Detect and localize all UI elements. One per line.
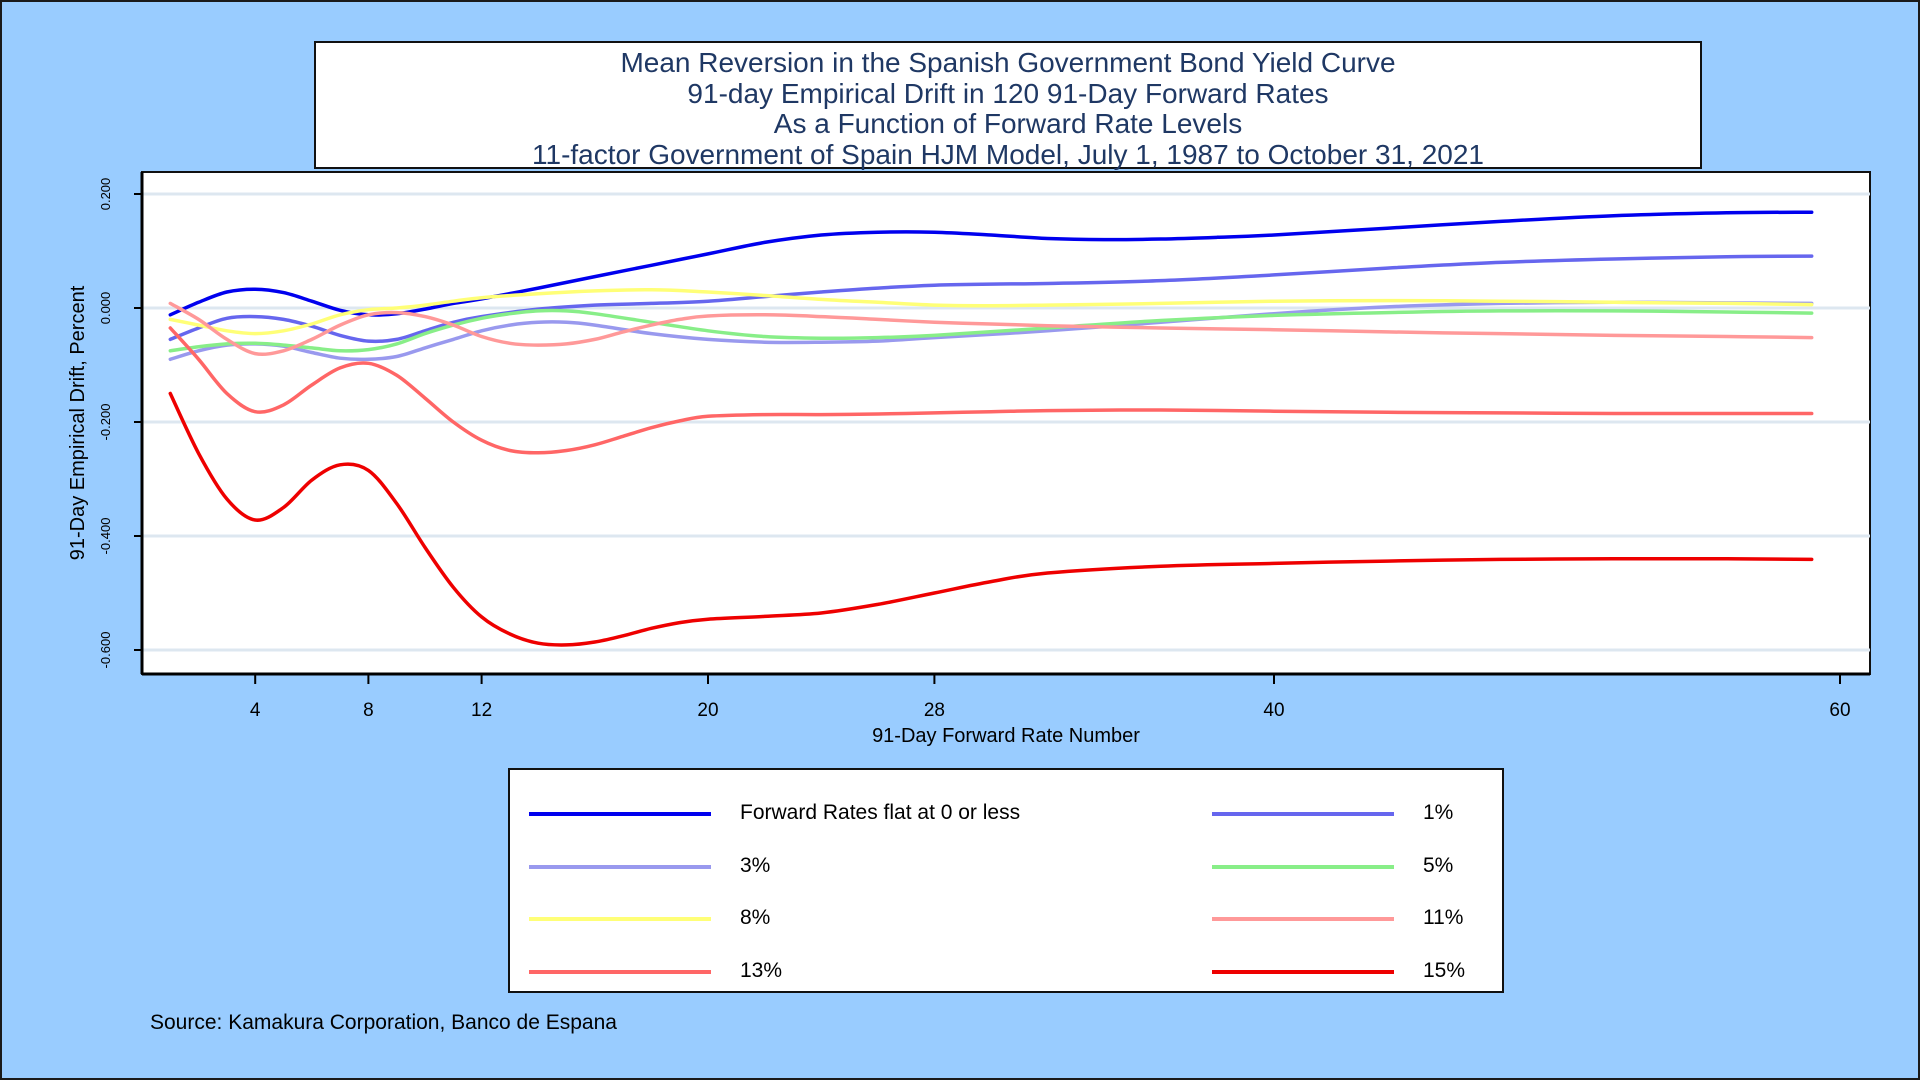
x-tick-label: 4: [250, 700, 261, 721]
x-tick-label: 8: [363, 700, 374, 721]
chart-title-line-4: 11-factor Government of Spain HJM Model,…: [532, 138, 1484, 170]
chart-title-line-2: 91-day Empirical Drift in 120 91-Day For…: [687, 77, 1329, 109]
legend-swatch: [1212, 812, 1394, 816]
legend-label: 1%: [1423, 801, 1454, 824]
y-tick-label: 0.000: [98, 292, 113, 325]
legend: Forward Rates flat at 0 or less 1% 3% 5% 8% 1…: [508, 768, 1504, 993]
legend-swatch: [1212, 969, 1394, 974]
legend-swatch: [529, 812, 711, 816]
chart-title-line-1: Mean Reversion in the Spanish Government…: [620, 47, 1396, 78]
legend-swatch: [529, 917, 711, 921]
y-tick-label: 0.200: [98, 178, 113, 211]
series-line: [168, 210, 1814, 317]
series-line: [168, 288, 1814, 336]
legend-label: 13%: [740, 958, 783, 982]
series-line: [168, 254, 1814, 344]
legend-swatch: [529, 969, 711, 974]
series-line: [168, 308, 1814, 353]
legend-label: 11%: [1423, 906, 1464, 929]
tick-marks: 0.200 0.000 -0.200 -0.400 -0.600 4 8 12 20 28 40 60: [98, 178, 1851, 721]
chart-title-line-3: As a Function of Forward Rate Levels: [773, 108, 1243, 139]
x-tick-label: 20: [697, 700, 718, 721]
x-tick-label: 40: [1263, 700, 1284, 721]
series-line: [168, 301, 1814, 357]
legend-label: 15%: [1423, 958, 1466, 982]
legend-label: 5%: [1423, 853, 1454, 877]
x-tick-label: 60: [1829, 700, 1850, 721]
x-tick-label: 12: [471, 700, 492, 721]
y-tick-label: -0.200: [98, 404, 113, 441]
x-tick-label: 28: [924, 700, 945, 721]
x-axis-label: 91-Day Forward Rate Number: [872, 725, 1140, 747]
legend-swatch: [1212, 917, 1394, 921]
y-tick-label: -0.400: [98, 518, 113, 555]
series-line: [168, 326, 1814, 455]
source-note: Source: Kamakura Corporation, Banco de E…: [150, 1011, 617, 1034]
y-axis-label: 91-Day Empirical Drift, Percent: [67, 285, 89, 560]
legend-swatch: [1212, 864, 1394, 869]
chart-title-box: Mean Reversion in the Spanish Government…: [314, 41, 1702, 169]
series-line: [168, 391, 1814, 647]
legend-label: 8%: [740, 906, 771, 929]
y-tick-label: -0.600: [98, 632, 113, 669]
series-lines: [168, 210, 1814, 647]
legend-swatch: [529, 864, 711, 869]
legend-label: Forward Rates flat at 0 or less: [740, 801, 1021, 824]
legend-label: 3%: [740, 853, 771, 877]
